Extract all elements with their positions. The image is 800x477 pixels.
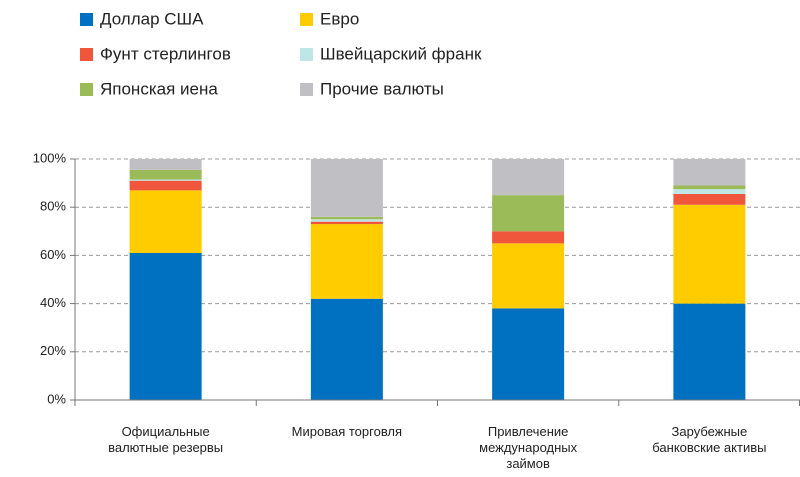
bar-segment bbox=[492, 308, 565, 400]
bar-segment bbox=[310, 221, 383, 225]
bar-segment bbox=[673, 185, 746, 190]
legend-swatch bbox=[300, 83, 313, 96]
legend-label: Фунт стерлингов bbox=[100, 44, 231, 63]
legend-swatch bbox=[80, 13, 93, 26]
y-tick-label: 0% bbox=[47, 391, 66, 406]
x-tick-label: Официальные валютные резервы bbox=[108, 424, 224, 455]
bar-segment bbox=[310, 219, 383, 222]
bar-segment bbox=[129, 252, 202, 400]
bar-segment bbox=[129, 169, 202, 180]
legend-label: Японская иена bbox=[100, 79, 218, 98]
bar-segment bbox=[310, 224, 383, 299]
x-tick-label: Привлечение международных займов bbox=[479, 424, 578, 471]
legend-label: Прочие валюты bbox=[320, 79, 444, 98]
x-tick-label: Зарубежные банковские активы bbox=[652, 424, 767, 455]
legend-label: Евро bbox=[320, 9, 359, 28]
bar-segment bbox=[673, 193, 746, 205]
y-tick-label: 20% bbox=[40, 343, 66, 358]
bar-segment bbox=[492, 159, 565, 196]
legend-swatch bbox=[80, 83, 93, 96]
bar-segment bbox=[129, 190, 202, 253]
y-tick-label: 80% bbox=[40, 199, 66, 214]
bar-segment bbox=[492, 243, 565, 309]
bar-segment bbox=[310, 159, 383, 217]
bar-segment bbox=[310, 216, 383, 220]
bar-segment bbox=[673, 204, 746, 304]
bar-segment bbox=[673, 159, 746, 186]
legend-label: Швейцарский франк bbox=[320, 44, 482, 63]
y-tick-label: 60% bbox=[40, 247, 66, 262]
legend-label: Доллар США bbox=[100, 9, 204, 28]
bar-segment bbox=[673, 303, 746, 400]
bar-segment bbox=[492, 195, 565, 232]
y-tick-label: 40% bbox=[40, 295, 66, 310]
x-tick-label: Мировая торговля bbox=[291, 424, 403, 439]
bar-segment bbox=[129, 159, 202, 170]
legend-swatch bbox=[300, 48, 313, 61]
bar-segment bbox=[129, 179, 202, 181]
bar-segment bbox=[310, 298, 383, 400]
y-tick-label: 100% bbox=[33, 150, 67, 165]
legend-swatch bbox=[300, 13, 313, 26]
bar-segment bbox=[492, 231, 565, 244]
bar-segment bbox=[673, 189, 746, 194]
legend-swatch bbox=[80, 48, 93, 61]
bar-segment bbox=[129, 180, 202, 191]
